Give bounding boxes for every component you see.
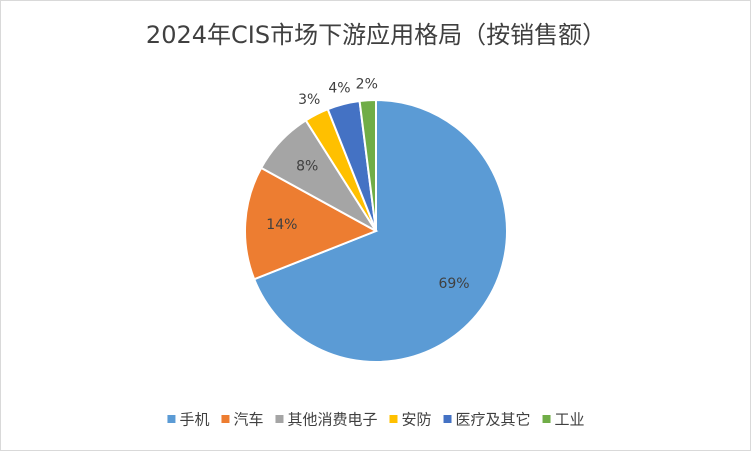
data-label: 2% — [356, 76, 378, 92]
legend-label: 其他消费电子 — [287, 411, 377, 429]
legend-swatch — [275, 415, 284, 423]
legend-swatch — [389, 415, 398, 423]
legend-label: 工业 — [555, 411, 585, 429]
legend-swatch — [542, 415, 551, 423]
data-label: 3% — [298, 92, 320, 108]
data-label: 14% — [266, 217, 297, 233]
legend-label: 安防 — [402, 411, 432, 429]
chart-title: 2024年CIS市场下游应用格局（按销售额） — [146, 21, 606, 49]
legend-swatch — [443, 415, 452, 423]
legend-swatch — [167, 415, 176, 423]
data-label: 69% — [438, 276, 469, 292]
pie-slice — [244, 166, 379, 281]
legend-label: 汽车 — [233, 411, 263, 429]
pie-slice — [252, 98, 508, 363]
legend-label: 医疗及其它 — [456, 411, 531, 429]
legend-label: 手机 — [179, 411, 209, 429]
pie-slice — [358, 98, 377, 232]
data-label: 8% — [296, 158, 318, 174]
legend-swatch — [221, 415, 230, 423]
data-label: 4% — [328, 81, 350, 97]
